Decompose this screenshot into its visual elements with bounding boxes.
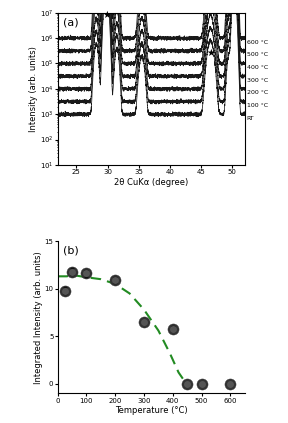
Text: 100 °C: 100 °C: [247, 103, 268, 108]
Text: 500 °C: 500 °C: [247, 52, 268, 57]
Text: ★: ★: [102, 10, 111, 20]
X-axis label: 2θ CuKα (degree): 2θ CuKα (degree): [114, 178, 188, 187]
Text: 600 °C: 600 °C: [247, 39, 268, 44]
Y-axis label: Integrated Intensity (arb. units): Integrated Intensity (arb. units): [34, 251, 43, 384]
X-axis label: Temperature (°C): Temperature (°C): [115, 407, 187, 415]
Text: RT: RT: [247, 115, 254, 121]
Text: (a): (a): [63, 17, 79, 27]
Y-axis label: Intensity (arb. units): Intensity (arb. units): [29, 46, 38, 132]
Text: ★: ★: [206, 48, 215, 58]
Text: 400 °C: 400 °C: [247, 65, 268, 70]
Text: (b): (b): [63, 246, 79, 255]
Text: 200 °C: 200 °C: [247, 90, 268, 95]
Text: 300 °C: 300 °C: [247, 77, 268, 82]
